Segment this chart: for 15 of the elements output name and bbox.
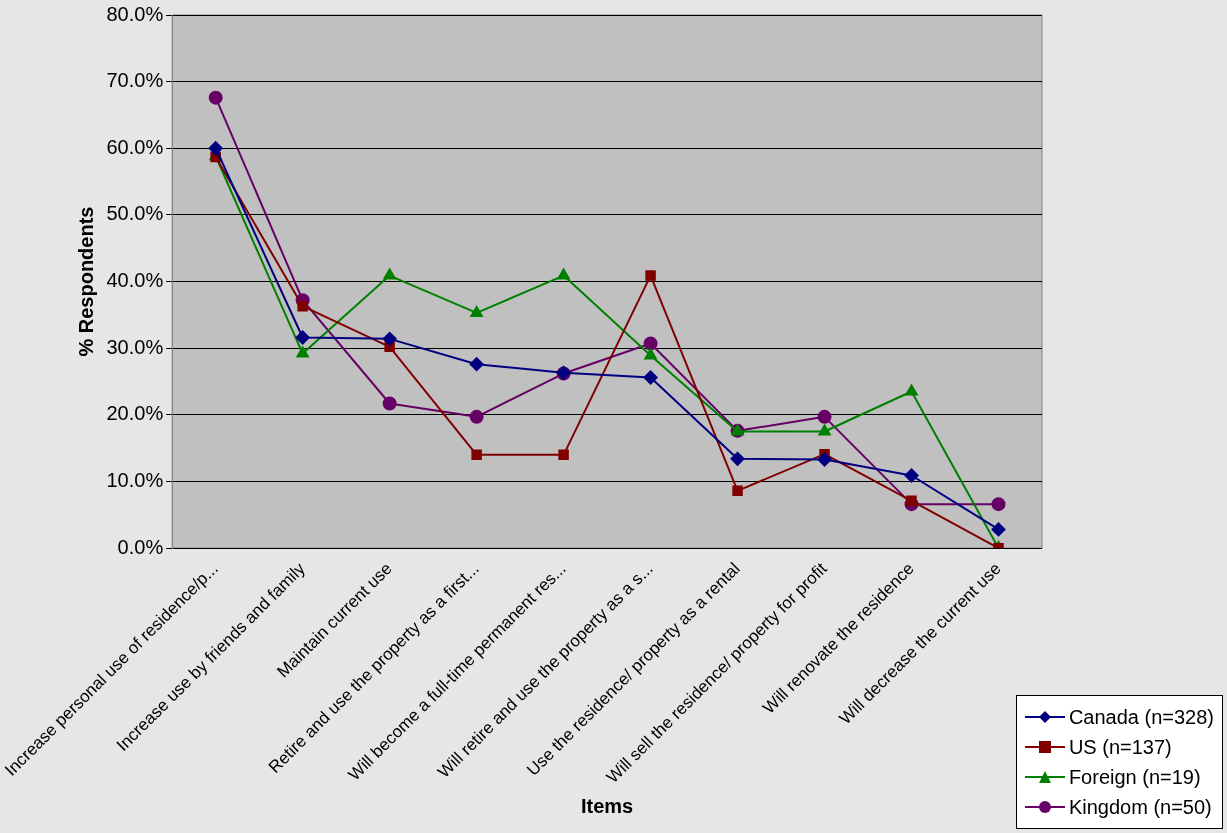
y-tick-label: 70.0% xyxy=(106,69,164,92)
y-tick-label: 10.0% xyxy=(106,469,164,491)
legend-label: Kingdom (n=50) xyxy=(1068,795,1212,819)
legend-label: Foreign (n=19) xyxy=(1068,765,1201,789)
y-tick-label: 20.0% xyxy=(106,402,164,425)
legend-label: US (n=137) xyxy=(1068,735,1172,759)
y-axis-title: % Respondents xyxy=(75,206,97,357)
y-tick-label: 30.0% xyxy=(106,335,164,358)
y-tick-label: 40.0% xyxy=(106,269,164,292)
x-axis-title: Items xyxy=(580,794,634,817)
y-tick-label: 60.0% xyxy=(106,135,164,158)
y-tick-label: 50.0% xyxy=(106,202,164,225)
y-tick-label: 80.0% xyxy=(106,2,164,25)
y-tick-label: 0.0% xyxy=(117,535,164,558)
legend-label: Canada (n=328) xyxy=(1068,705,1214,729)
